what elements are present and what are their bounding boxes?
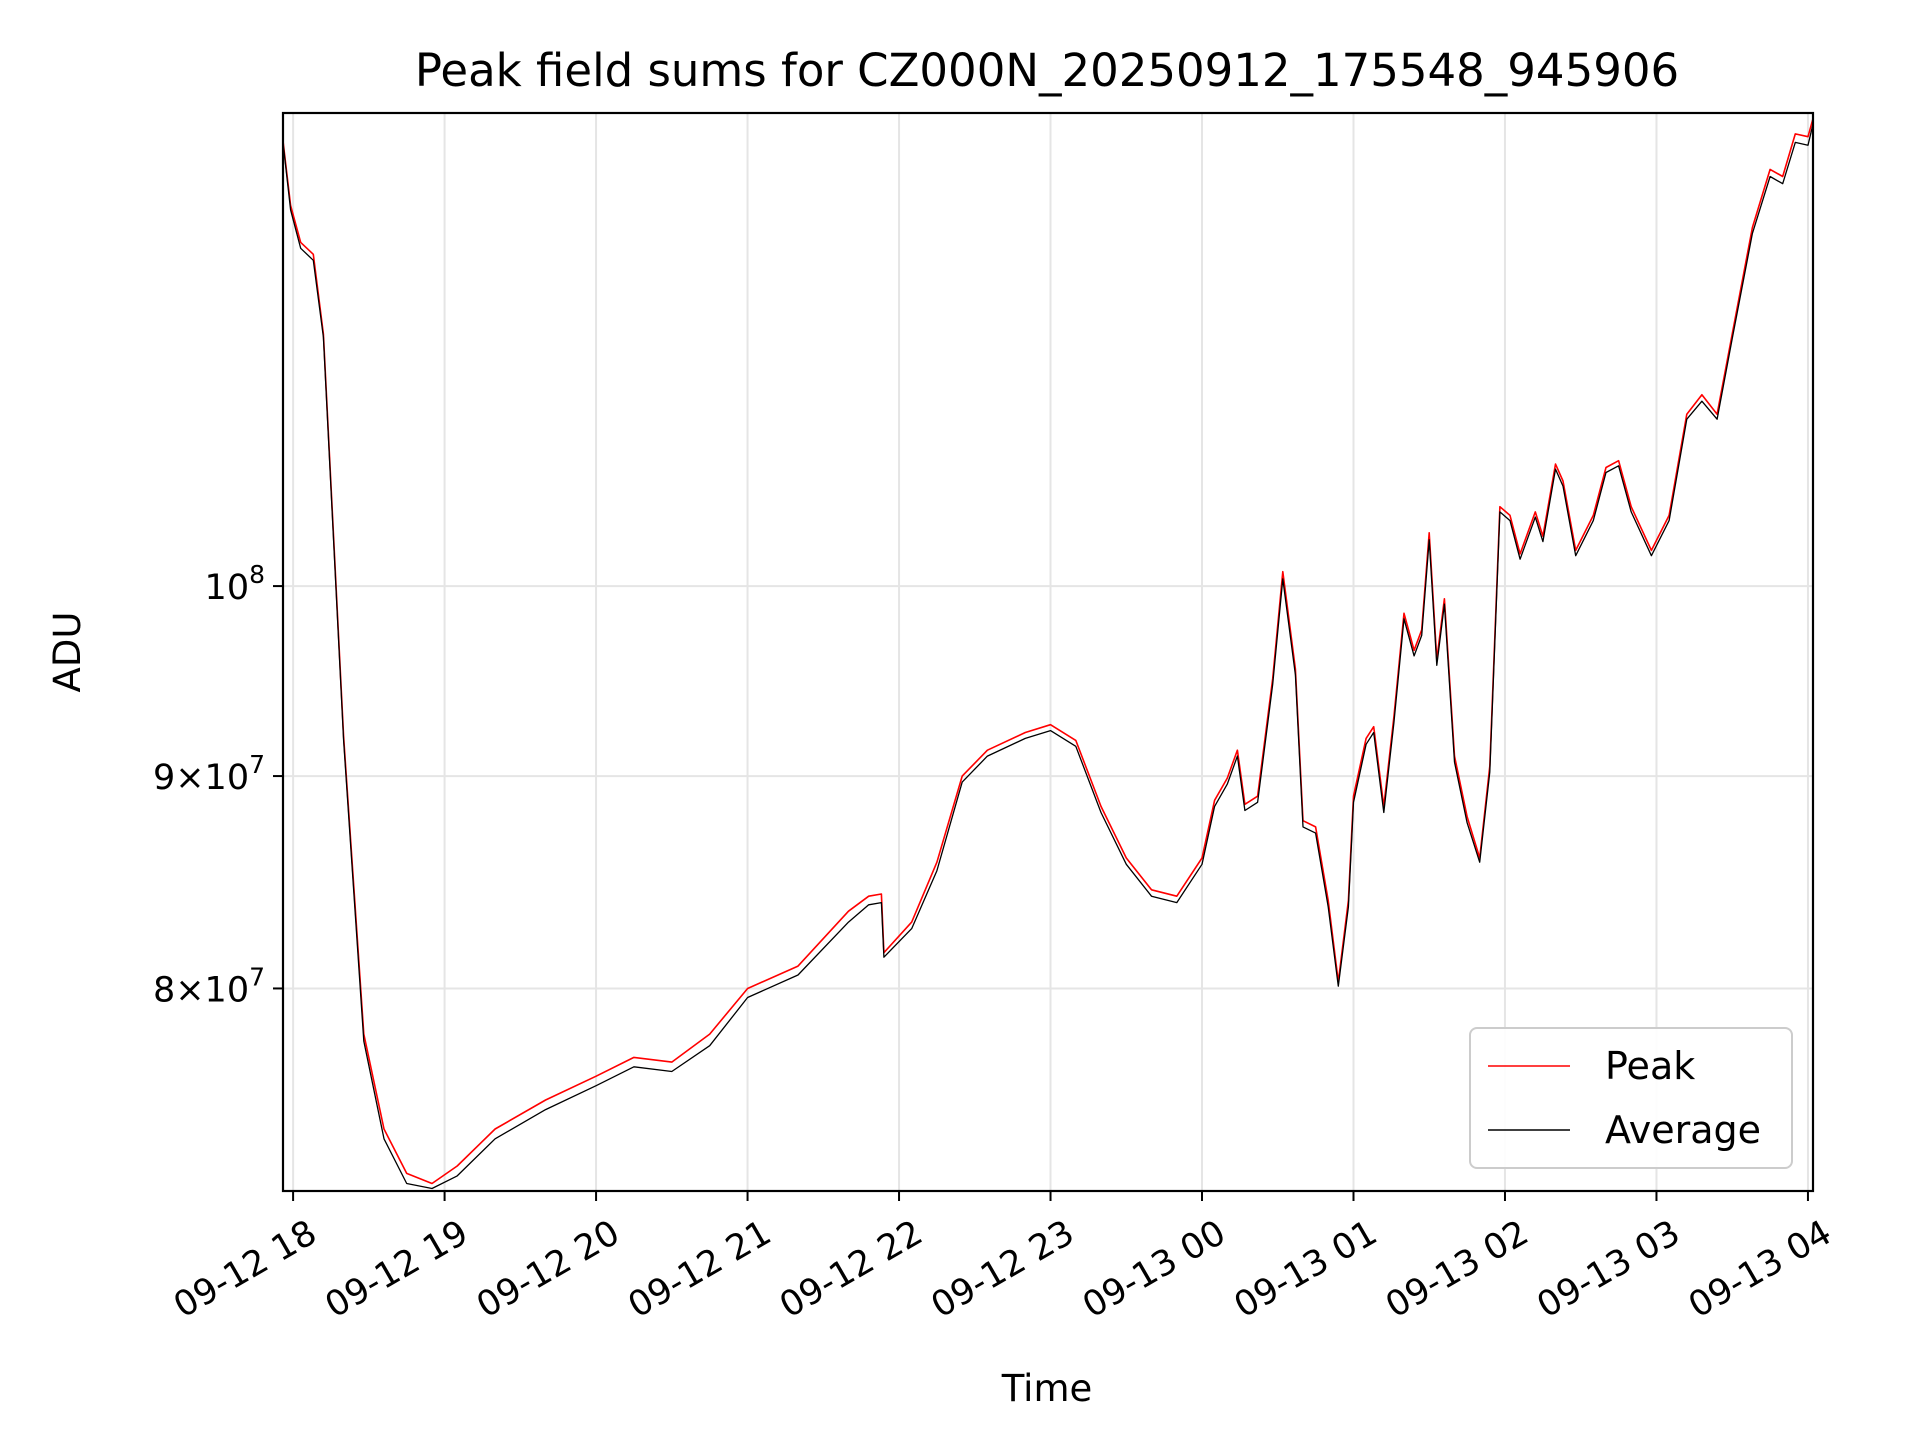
x-tick-label: 09-12 18 xyxy=(167,1213,323,1326)
y-tick-label: 9×107 xyxy=(153,750,265,798)
x-tick-label: 09-12 21 xyxy=(622,1213,778,1326)
legend-label-peak: Peak xyxy=(1605,1044,1695,1088)
x-tick-label: 09-12 19 xyxy=(319,1213,475,1326)
x-tick-label: 09-13 01 xyxy=(1228,1213,1384,1326)
x-tick-label: 09-12 23 xyxy=(925,1213,1081,1326)
plot-frame xyxy=(281,111,1815,1193)
x-tick-label: 09-13 03 xyxy=(1531,1213,1687,1326)
x-tick-label: 09-12 22 xyxy=(773,1213,929,1326)
y-axis-label: ADU xyxy=(46,612,89,693)
y-tick-label: 8×107 xyxy=(153,962,265,1010)
chart-title: Peak field sums for CZ000N_20250912_1755… xyxy=(415,44,1679,97)
legend-label-average: Average xyxy=(1605,1108,1761,1152)
series-layer xyxy=(283,118,1813,1190)
y-tick-label: 108 xyxy=(205,560,265,608)
y-axis: 8×107 9×107 108 xyxy=(153,560,283,1010)
x-tick-label: 09-13 04 xyxy=(1682,1213,1838,1326)
legend-box xyxy=(1469,1027,1793,1169)
series-line-peak xyxy=(283,118,1813,1185)
grid xyxy=(283,113,1813,1191)
x-tick-label: 09-12 20 xyxy=(470,1213,626,1326)
x-tick-label: 09-13 00 xyxy=(1076,1213,1232,1326)
legend: Peak Average xyxy=(1469,1027,1793,1169)
x-tick-label: 09-13 02 xyxy=(1379,1213,1535,1326)
series-line-average xyxy=(283,123,1813,1190)
x-axis-label: Time xyxy=(1001,1367,1093,1410)
